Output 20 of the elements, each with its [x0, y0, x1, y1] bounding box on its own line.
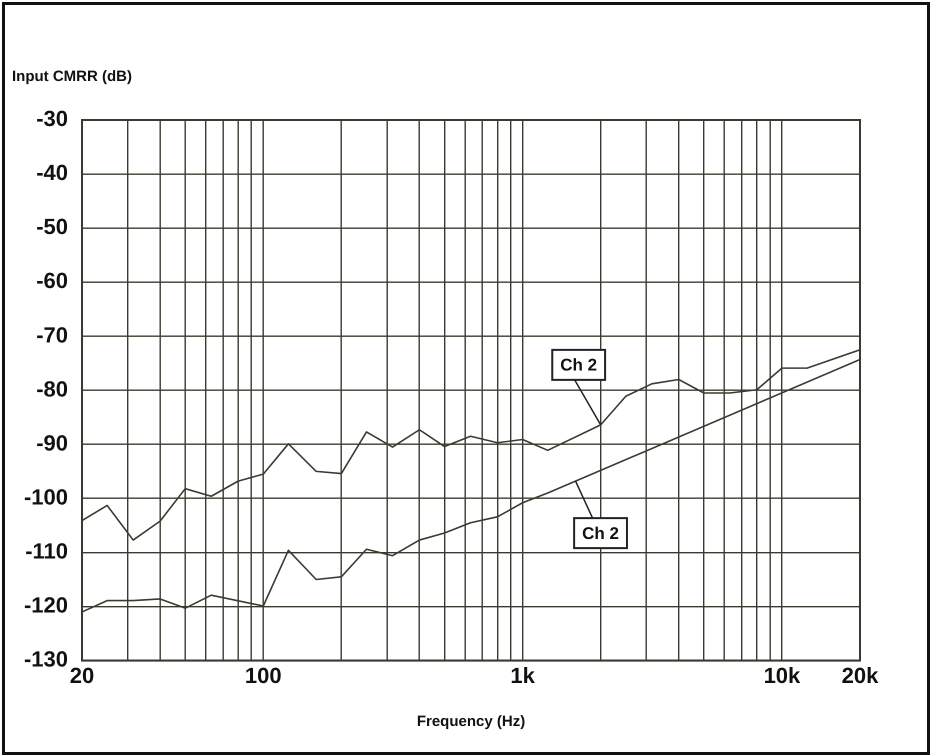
y-tick-label: -90 [36, 430, 68, 456]
y-tick-label: -60 [36, 268, 68, 294]
y-tick-label: -30 [36, 106, 68, 132]
annotation: Ch 2 [582, 524, 619, 543]
y-tick-label: -130 [24, 646, 68, 672]
x-tick-label: 1k [510, 662, 536, 688]
y-tick-label: -40 [36, 160, 68, 186]
x-tick-label: 20k [842, 662, 880, 688]
x-axis-title: Frequency (Hz) [416, 713, 526, 730]
x-tick-label: 20 [70, 662, 94, 688]
y-tick-label: -100 [24, 484, 68, 510]
y-tick-label: -70 [36, 322, 68, 348]
y-tick-label: -50 [36, 214, 68, 240]
x-tick-label: 100 [244, 662, 282, 688]
y-axis-title: Input CMRR (dB) [12, 68, 132, 85]
y-tick-label: -110 [25, 538, 68, 564]
annotation: Ch 2 [560, 356, 598, 375]
y-tick-label: -120 [24, 592, 68, 618]
x-tick-label: 10k [764, 662, 802, 688]
y-tick-label: -80 [36, 376, 68, 402]
